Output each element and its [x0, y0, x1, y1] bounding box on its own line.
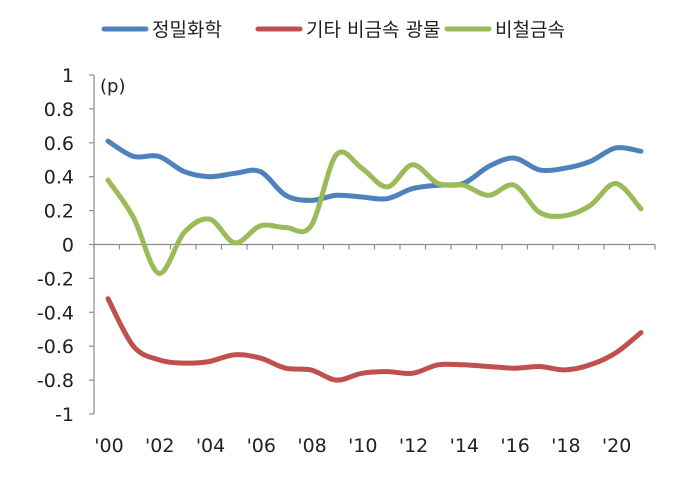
y-tick-label: 0.6: [44, 133, 74, 155]
y-tick-label: -0.8: [37, 370, 74, 392]
legend: 정밀화학 기타 비금속 광물 비철금속: [101, 19, 565, 41]
precision-chemicals-line: [105, 138, 644, 203]
nonferrous-metals-line: [105, 149, 644, 276]
unit-label: (p): [100, 76, 125, 97]
y-tick-label: 0.2: [44, 201, 74, 223]
y-tick-label: 0.4: [44, 167, 74, 189]
legend-label: 정밀화학: [152, 19, 222, 41]
y-tick-label: -1: [55, 404, 74, 426]
y-tick-label: 0: [62, 235, 74, 257]
x-tick-label: '20: [602, 435, 631, 457]
legend-item-other-nonmetallic-minerals: 기타 비금속 광물: [255, 19, 440, 41]
legend-label: 비철금속: [495, 19, 565, 41]
x-tick-label: '02: [145, 435, 174, 457]
x-tick-label: '04: [196, 435, 225, 457]
axes: [89, 74, 656, 415]
other-nonmetallic-minerals-line: [105, 296, 644, 383]
x-tick-label: '08: [297, 435, 326, 457]
x-tick-label: '10: [348, 435, 377, 457]
x-tick-labels: '00 '02 '04 '06 '08 '10 '12 '14 '16 '18 '20: [94, 435, 631, 457]
y-tick-label: -0.6: [37, 336, 74, 358]
x-tick-label: '06: [247, 435, 276, 457]
y-tick-label: -0.4: [37, 302, 74, 324]
x-tick-label: '12: [399, 435, 428, 457]
legend-item-nonferrous-metals: 비철금속: [444, 19, 565, 41]
y-tick-labels: 1 0.8 0.6 0.4 0.2 0 -0.2 -0.4 -0.6 -0.8 -1: [37, 65, 74, 426]
series-lines: [105, 138, 644, 383]
x-tick-label: '16: [500, 435, 529, 457]
legend-item-precision-chemicals: 정밀화학: [101, 19, 222, 41]
legend-label: 기타 비금속 광물: [306, 19, 440, 41]
y-tick-label: 1: [62, 65, 74, 87]
y-tick-label: 0.8: [44, 99, 74, 121]
x-tick-label: '18: [551, 435, 580, 457]
x-tick-label: '14: [450, 435, 479, 457]
y-tick-label: -0.2: [37, 268, 74, 290]
x-tick-label: '00: [94, 435, 123, 457]
